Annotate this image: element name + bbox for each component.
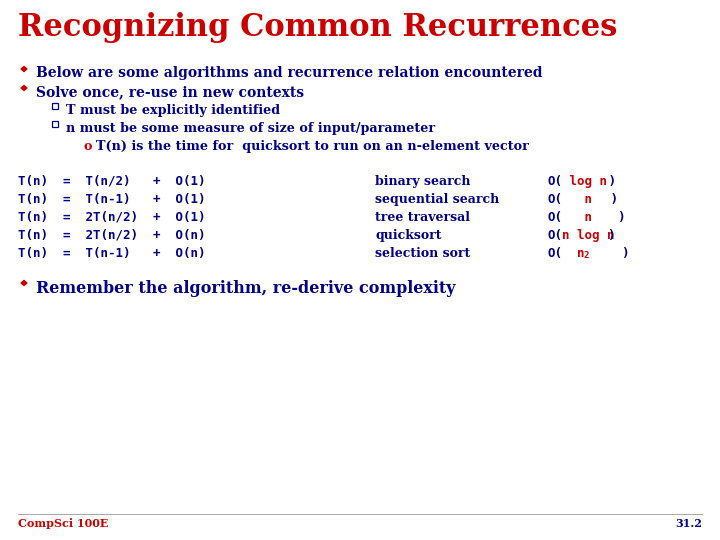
Text: O(: O( <box>548 211 563 224</box>
Polygon shape <box>21 66 27 71</box>
Text: 2: 2 <box>584 251 590 260</box>
Text: ): ) <box>592 247 629 260</box>
Polygon shape <box>21 280 27 286</box>
Text: ): ) <box>608 229 615 242</box>
Text: quicksort: quicksort <box>375 229 441 242</box>
Bar <box>52 103 58 109</box>
Text: n must be some measure of size of input/parameter: n must be some measure of size of input/… <box>66 122 435 135</box>
Text: n log n: n log n <box>562 229 614 242</box>
Text: T(n)  =  T(n-1)   +  O(n): T(n) = T(n-1) + O(n) <box>18 247 205 260</box>
Text: tree traversal: tree traversal <box>375 211 470 224</box>
Text: T(n) is the time for  quicksort to run on an n-element vector: T(n) is the time for quicksort to run on… <box>96 140 529 153</box>
Text: T(n)  =  2T(n/2)  +  O(n): T(n) = 2T(n/2) + O(n) <box>18 229 205 242</box>
Text: sequential search: sequential search <box>375 193 499 206</box>
Text: CompSci 100E: CompSci 100E <box>18 518 109 529</box>
Text: ): ) <box>588 193 618 206</box>
Text: selection sort: selection sort <box>375 247 470 260</box>
Text: O(: O( <box>548 193 563 206</box>
Bar <box>52 121 58 127</box>
Text: o: o <box>84 140 92 153</box>
Text: n: n <box>562 211 592 224</box>
Polygon shape <box>21 85 27 91</box>
Text: T(n)  =  T(n-1)   +  O(1): T(n) = T(n-1) + O(1) <box>18 193 205 206</box>
Text: O(: O( <box>548 247 563 260</box>
Text: T must be explicitly identified: T must be explicitly identified <box>66 104 280 117</box>
Text: T(n)  =  2T(n/2)  +  O(1): T(n) = 2T(n/2) + O(1) <box>18 211 205 224</box>
Text: ): ) <box>588 211 626 224</box>
Text: ): ) <box>601 175 616 188</box>
Text: O(: O( <box>548 229 563 242</box>
Text: 31.2: 31.2 <box>675 518 702 529</box>
Text: binary search: binary search <box>375 175 470 188</box>
Text: Solve once, re-use in new contexts: Solve once, re-use in new contexts <box>36 85 304 99</box>
Text: O(: O( <box>548 175 563 188</box>
Text: Recognizing Common Recurrences: Recognizing Common Recurrences <box>18 12 617 43</box>
Text: Below are some algorithms and recurrence relation encountered: Below are some algorithms and recurrence… <box>36 66 542 80</box>
Text: Remember the algorithm, re-derive complexity: Remember the algorithm, re-derive comple… <box>36 280 456 297</box>
Text: n: n <box>562 193 592 206</box>
Text: log n: log n <box>562 175 607 188</box>
Text: T(n)  =  T(n/2)   +  O(1): T(n) = T(n/2) + O(1) <box>18 175 205 188</box>
Text: n: n <box>562 247 585 260</box>
